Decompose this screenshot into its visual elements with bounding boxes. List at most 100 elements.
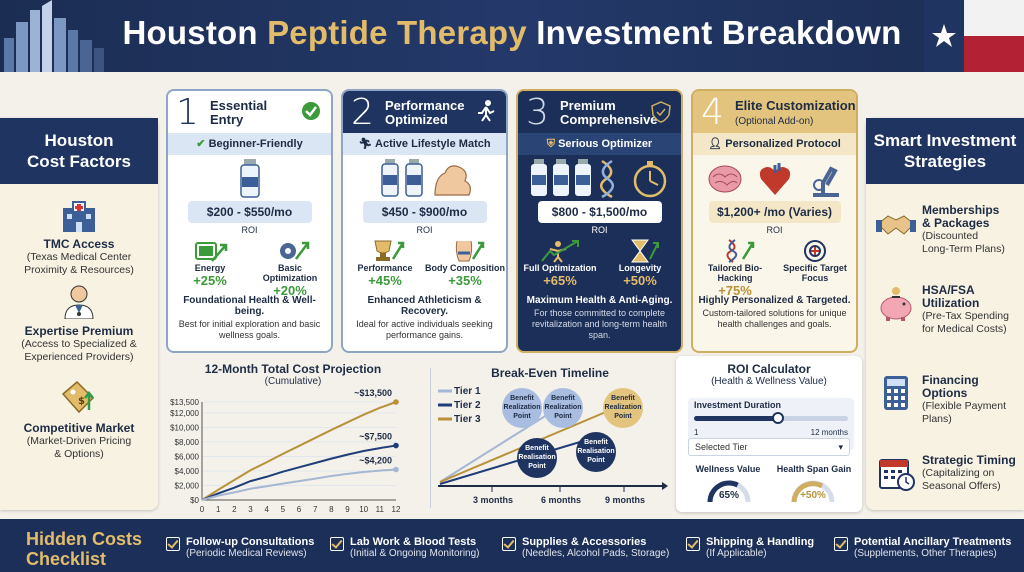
strategy-hsa-fsa: HSA/FSA Utilization (Pre-Tax Spending for …	[874, 284, 1022, 336]
vials-dna-stopwatch-icon	[531, 159, 667, 199]
x-tick-label: 10	[359, 505, 368, 512]
handshake-icon	[876, 215, 916, 235]
x-tick-label: 3	[248, 505, 253, 512]
break-even-timeline: Break-Even Timeline Tier 1 Tier 2 Tier 3 B…	[430, 362, 670, 512]
series-annotation: ~$4,200	[359, 456, 392, 466]
series-line	[201, 401, 397, 501]
brain-heart-microscope-illustration	[693, 155, 856, 201]
tier-card-performance: 2 Performance Optimized 🏃︎ Active Lifesty…	[341, 89, 508, 353]
roi-calc-title: ROI Calculator	[727, 362, 811, 376]
series-annotation: ~$7,500	[359, 432, 392, 442]
tier-number: 4	[701, 92, 724, 133]
factor-tmc-access: TMC Access (Texas Medical Center Proximi…	[0, 200, 158, 277]
roi-body-composition: Body Composition +35%	[425, 239, 505, 288]
doctor-icon	[64, 285, 94, 320]
tier-badge: 🏃︎ Active Lifestyle Match	[343, 133, 506, 155]
hidden-cost-item: Supplies & Accessories (Needles, Alcohol …	[502, 536, 669, 559]
healthspan-value: +50%	[800, 490, 826, 501]
shield-icon	[651, 101, 671, 123]
tier-select[interactable]: Selected Tier ▾	[688, 438, 850, 456]
strategy-financing: Financing Options (Flexible Payment Plans…	[874, 374, 1022, 426]
breakeven-title: Break-Even Timeline	[491, 366, 609, 380]
series-endpoint	[393, 442, 399, 449]
breakeven-plot	[438, 388, 668, 492]
svg-text:$: $	[78, 396, 85, 407]
duration-slider-handle[interactable]	[772, 412, 784, 424]
tier-roi: ROI Performance +45% Body Composition +35%	[343, 225, 506, 293]
x-tick-label: 5	[281, 505, 286, 512]
page-title: Houston Peptide Therapy Investment Break…	[122, 14, 902, 51]
check-icon: ✔	[196, 138, 206, 150]
tier-number: 1	[176, 92, 199, 133]
factor-competitive-market: $ Competitive Market (Market-Driven Pric…	[0, 380, 158, 461]
hidden-cost-item: Follow-up Consultations (Periodic Medical…	[166, 536, 314, 559]
series-endpoint	[393, 399, 399, 405]
y-tick-label: $0	[190, 496, 199, 505]
x-tick-label: 11	[376, 505, 385, 512]
duration-label: Investment Duration	[694, 400, 782, 410]
tier-roi: ROI Full Optimization +65% Longevity +50%	[518, 225, 681, 293]
projection-plot: $0 $2,000 $4,000 $6,000 $8,000 $10,000 $12,000…	[170, 388, 401, 512]
checkbox-icon	[686, 537, 700, 551]
x-tick-label: 12	[392, 505, 401, 512]
checkbox-icon	[834, 537, 848, 551]
benefit-point-t3	[603, 388, 643, 428]
x-tick-label: 8	[329, 505, 334, 512]
wellness-label: Wellness Value	[695, 464, 761, 474]
month-label: 9 months	[604, 495, 645, 505]
tier-card-elite: 4 Elite Customization (Optional Add-on) 👤…	[691, 89, 858, 353]
hidden-cost-item: Lab Work & Blood Tests (Initial & Ongoing…	[330, 536, 480, 559]
checkbox-icon	[166, 537, 180, 551]
calculator-icon	[884, 376, 908, 410]
battery-icon	[195, 242, 228, 262]
hidden-cost-item: Potential Ancillary Treatments (Supplemen…	[834, 536, 1011, 559]
chevron-down-icon: ▾	[838, 442, 843, 452]
trophy-icon	[374, 240, 405, 261]
roi-longevity: Longevity +50%	[600, 239, 680, 288]
healthspan-gauge	[791, 480, 835, 503]
tier-description: For those committed to complete revitaliz…	[531, 308, 668, 340]
tier-description: Best for initial exploration and basic we…	[178, 319, 321, 340]
x-tick-label: 1	[216, 505, 221, 512]
tier-description: Ideal for active individuals seeking perf…	[356, 319, 493, 340]
roi-performance: Performance +45%	[345, 239, 425, 288]
vials-icon	[381, 159, 471, 197]
vial-illustration	[168, 155, 331, 201]
tier-summary: Foundational Health & Well-being.	[183, 295, 316, 317]
tier-summary: Highly Personalized & Targeted.	[698, 295, 851, 306]
factor-expertise-premium: Expertise Premium (Access to Specialized…	[0, 283, 158, 364]
series-line	[201, 444, 397, 501]
roi-calc-subtitle: (Health & Wellness Value)	[711, 376, 827, 387]
x-tick-label: 9	[345, 505, 350, 512]
section-divider	[430, 368, 431, 508]
tier-number: 2	[351, 92, 374, 133]
hidden-cost-item: Shipping & Handling (If Applicable)	[686, 536, 814, 559]
cost-factors-title: Houston Cost Factors	[0, 118, 158, 184]
vial-icon	[240, 159, 260, 198]
strategies-panel: Smart Investment Strategies Memberships & …	[866, 118, 1024, 510]
benefit-point-t1	[502, 388, 542, 428]
y-tick-label: $8,000	[175, 438, 200, 447]
roi-basic-optimization: Basic Optimization +20%	[250, 239, 330, 298]
runner-small-icon: 🏃︎	[358, 138, 373, 150]
x-tick-label: 4	[264, 505, 269, 512]
x-tick-label: 7	[313, 505, 318, 512]
price-tag-icon: $	[61, 380, 95, 414]
vials-dna-clock-illustration	[518, 155, 681, 201]
tier-roi: ROI Energy +25% Basic Optimization +20%	[168, 225, 331, 298]
wellness-value: 65%	[718, 490, 739, 501]
runner-icon	[478, 100, 495, 122]
duration-slider-track[interactable]	[694, 412, 848, 424]
benefit-label: Benefit Realization Point	[544, 395, 582, 420]
tier-badge: 👤︎ Personalized Protocol	[693, 133, 856, 155]
x-tick-label: 6	[297, 505, 302, 512]
gear-icon	[280, 241, 310, 260]
roi-calculator: ROI Calculator (Health & Wellness Value)…	[676, 356, 862, 512]
calendar-icon	[879, 459, 915, 491]
slider-max-label: 12 months	[810, 428, 848, 437]
houston-skyline-icon	[4, 0, 104, 72]
y-tick-label: $4,000	[175, 467, 200, 476]
texas-flag-icon	[924, 0, 1024, 72]
header-banner: Houston Peptide Therapy Investment Break…	[0, 0, 1024, 72]
tier-badge: ✔ Beginner-Friendly	[168, 133, 331, 155]
